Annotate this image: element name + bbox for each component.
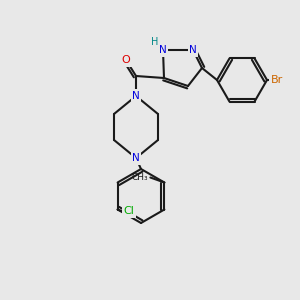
Text: Cl: Cl xyxy=(123,206,134,217)
Text: Br: Br xyxy=(271,75,283,85)
Text: N: N xyxy=(159,45,167,55)
Text: H: H xyxy=(151,37,159,47)
Text: O: O xyxy=(122,55,130,65)
Text: N: N xyxy=(132,91,140,101)
Text: CH₃: CH₃ xyxy=(132,173,148,182)
Text: N: N xyxy=(132,153,140,163)
Text: N: N xyxy=(189,45,197,55)
